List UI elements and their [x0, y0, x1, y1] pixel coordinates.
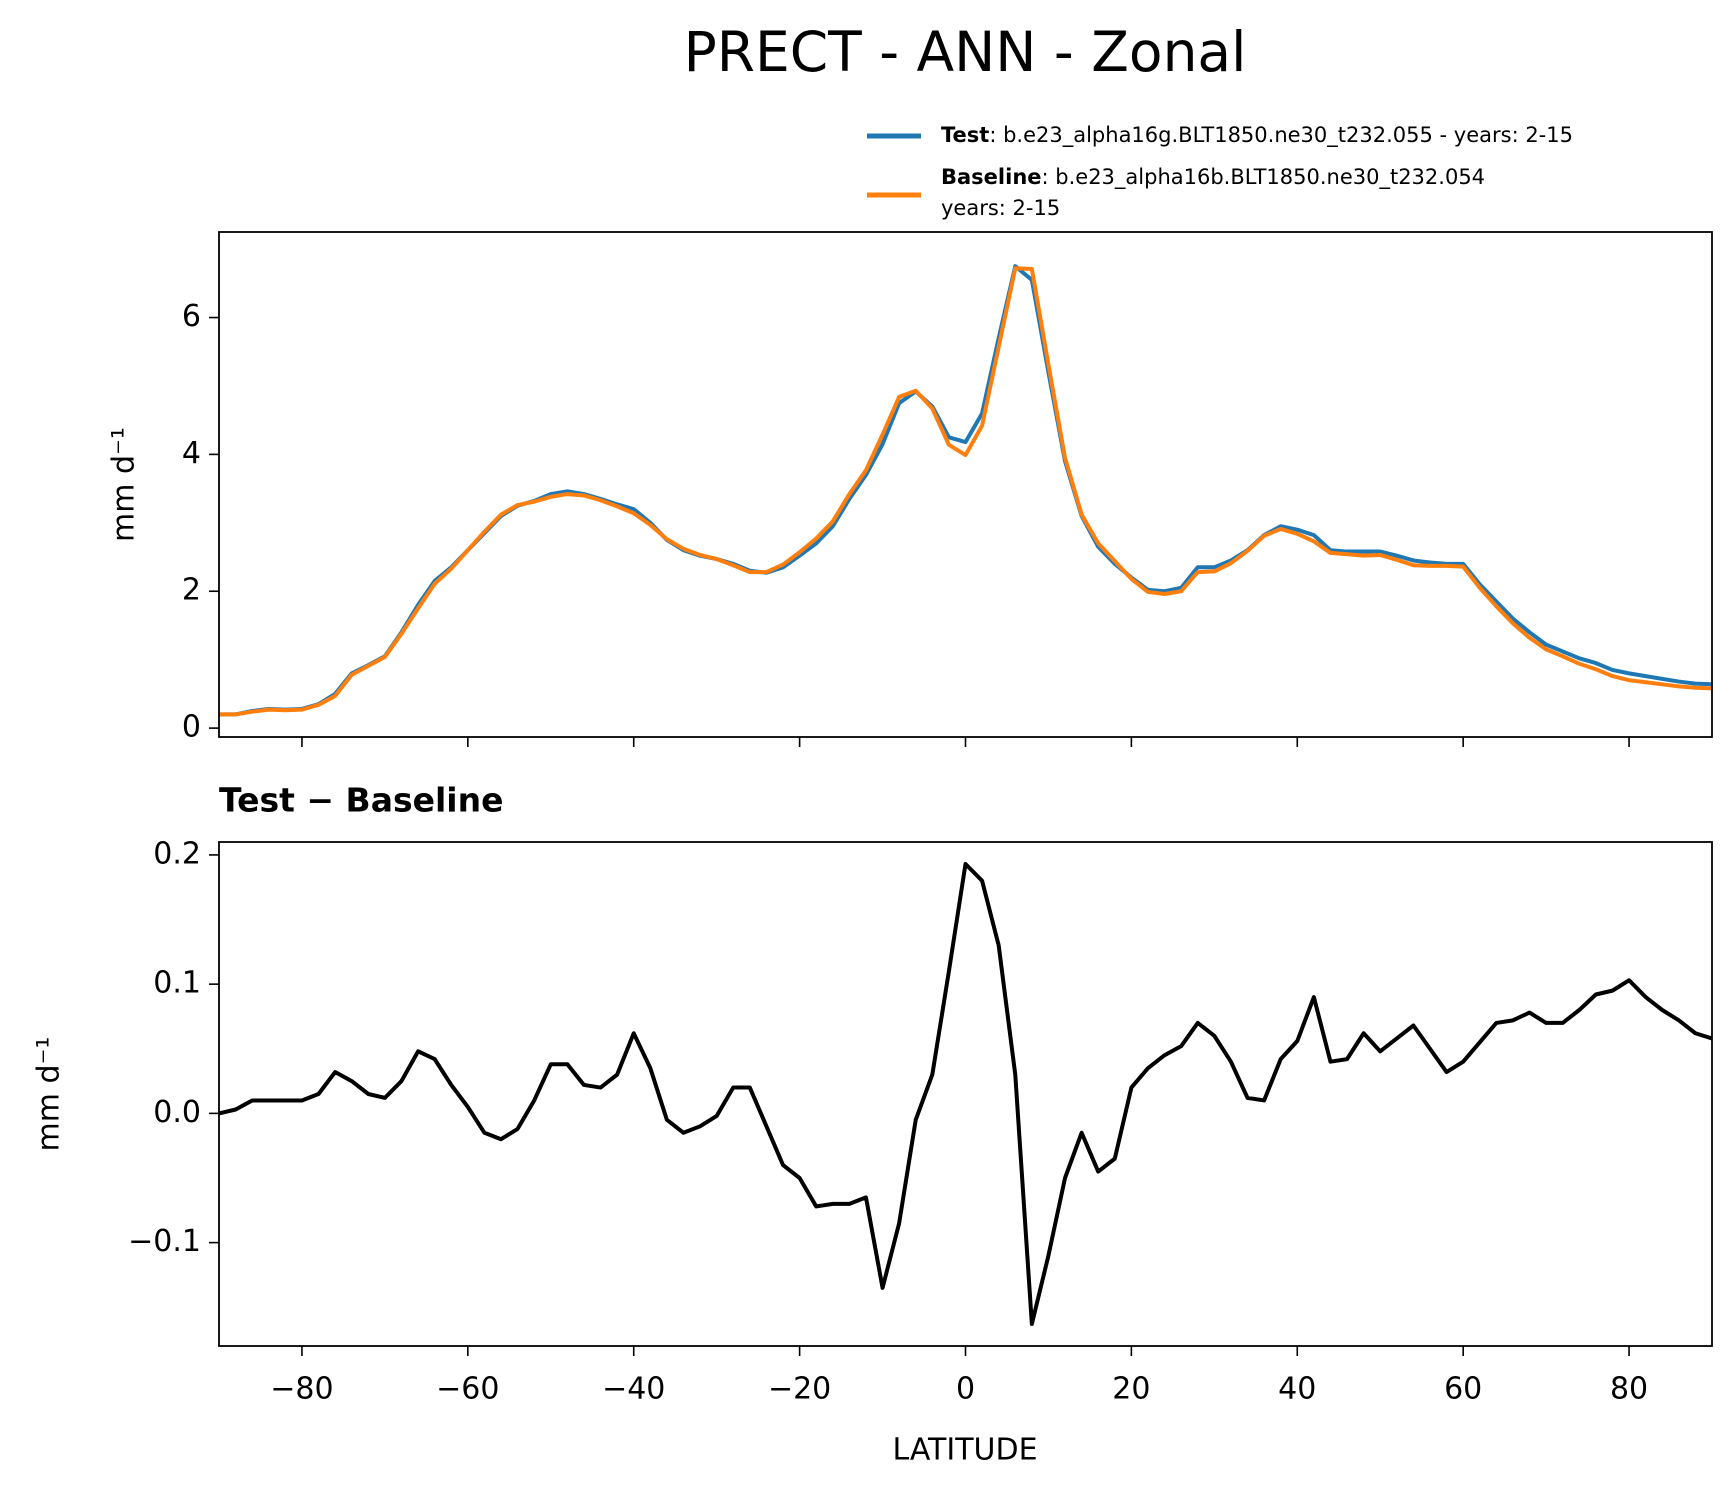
y-tick-label: 2: [182, 573, 201, 608]
axes-frame: [218, 231, 1713, 738]
data-line: [219, 264, 1712, 717]
y-axis-label: mm d⁻¹: [32, 1037, 67, 1152]
y-tick-label: 0.0: [153, 1095, 201, 1130]
y-axis-label: mm d⁻¹: [107, 427, 142, 542]
x-tick-label: −40: [602, 1372, 665, 1407]
legend-label: years: 2-15: [941, 196, 1060, 220]
legend-text: : b.e23_alpha16g.BLT1850.ne30_t232.055 -…: [989, 123, 1573, 148]
data-line: [219, 266, 1712, 717]
y-tick-label: −0.1: [128, 1224, 201, 1259]
y-tick-label: 0.1: [153, 966, 201, 1001]
x-tick-label: 20: [1112, 1372, 1150, 1407]
x-tick-label: 40: [1278, 1372, 1316, 1407]
y-tick-label: 4: [182, 436, 201, 471]
x-axis-label: LATITUDE: [892, 1433, 1037, 1468]
legend-name: Test: [941, 123, 989, 147]
legend-name: Baseline: [941, 165, 1042, 189]
y-tick-label: 0.2: [153, 836, 201, 871]
data-line: [219, 861, 1712, 1327]
x-tick-label: −20: [768, 1372, 831, 1407]
x-tick-label: −80: [270, 1372, 333, 1407]
subtitle: Test − Baseline: [219, 781, 504, 820]
axes-frame: [218, 841, 1713, 1347]
legend-label: Baseline: b.e23_alpha16b.BLT1850.ne30_t2…: [941, 165, 1485, 190]
x-tick-label: 80: [1610, 1372, 1648, 1407]
x-tick-label: 0: [956, 1372, 975, 1407]
chart-title: PRECT - ANN - Zonal: [684, 20, 1247, 84]
x-tick-label: −60: [436, 1372, 499, 1407]
y-tick-label: 6: [182, 299, 201, 334]
x-tick-label: 60: [1444, 1372, 1482, 1407]
y-tick-label: 0: [182, 710, 201, 745]
legend-label: Test: b.e23_alpha16g.BLT1850.ne30_t232.0…: [941, 123, 1573, 148]
legend-text: : b.e23_alpha16b.BLT1850.ne30_t232.054: [1042, 165, 1486, 190]
